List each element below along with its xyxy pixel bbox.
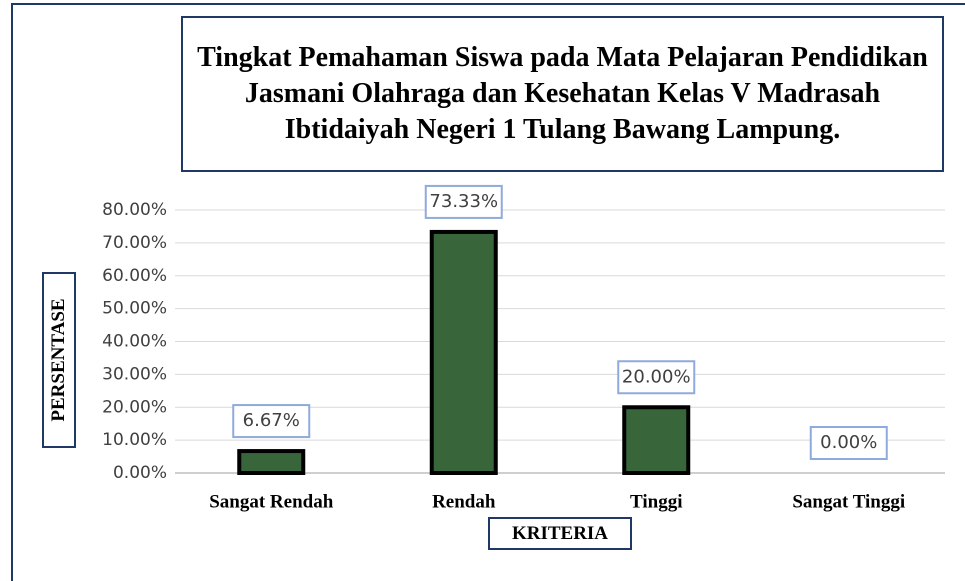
y-tick-label: 30.00% (102, 364, 167, 384)
value-label: 0.00% (820, 432, 877, 453)
y-axis-title-box: PERSENTASE (42, 272, 76, 448)
x-tick-label: Rendah (432, 491, 496, 512)
x-tick-label: Sangat Rendah (209, 491, 333, 512)
y-tick-label: 60.00% (102, 266, 167, 286)
y-tick-label: 80.00% (102, 200, 167, 220)
y-tick-label: 0.00% (113, 463, 167, 483)
y-axis-title: PERSENTASE (48, 298, 69, 422)
value-label-box (809, 426, 888, 460)
y-tick-label: 10.00% (102, 430, 167, 450)
frame (11, 3, 965, 581)
value-label-box (232, 404, 311, 439)
y-tick-label: 50.00% (102, 299, 167, 319)
value-label-box (424, 184, 503, 219)
x-axis-title: KRITERIA (488, 517, 632, 550)
value-label: 20.00% (622, 366, 691, 387)
value-label: 73.33% (429, 191, 498, 212)
y-tick-label: 20.00% (102, 397, 167, 417)
value-label: 6.67% (243, 410, 300, 431)
bar (237, 449, 306, 476)
x-tick-label: Tinggi (630, 491, 682, 512)
bar (622, 405, 691, 475)
chart-title: Tingkat Pemahaman Siswa pada Mata Pelaja… (181, 16, 944, 172)
value-label-box (617, 360, 696, 395)
y-tick-label: 70.00% (102, 233, 167, 253)
bar (429, 229, 498, 475)
x-tick-label: Sangat Tinggi (792, 491, 905, 512)
y-tick-label: 40.00% (102, 332, 167, 352)
